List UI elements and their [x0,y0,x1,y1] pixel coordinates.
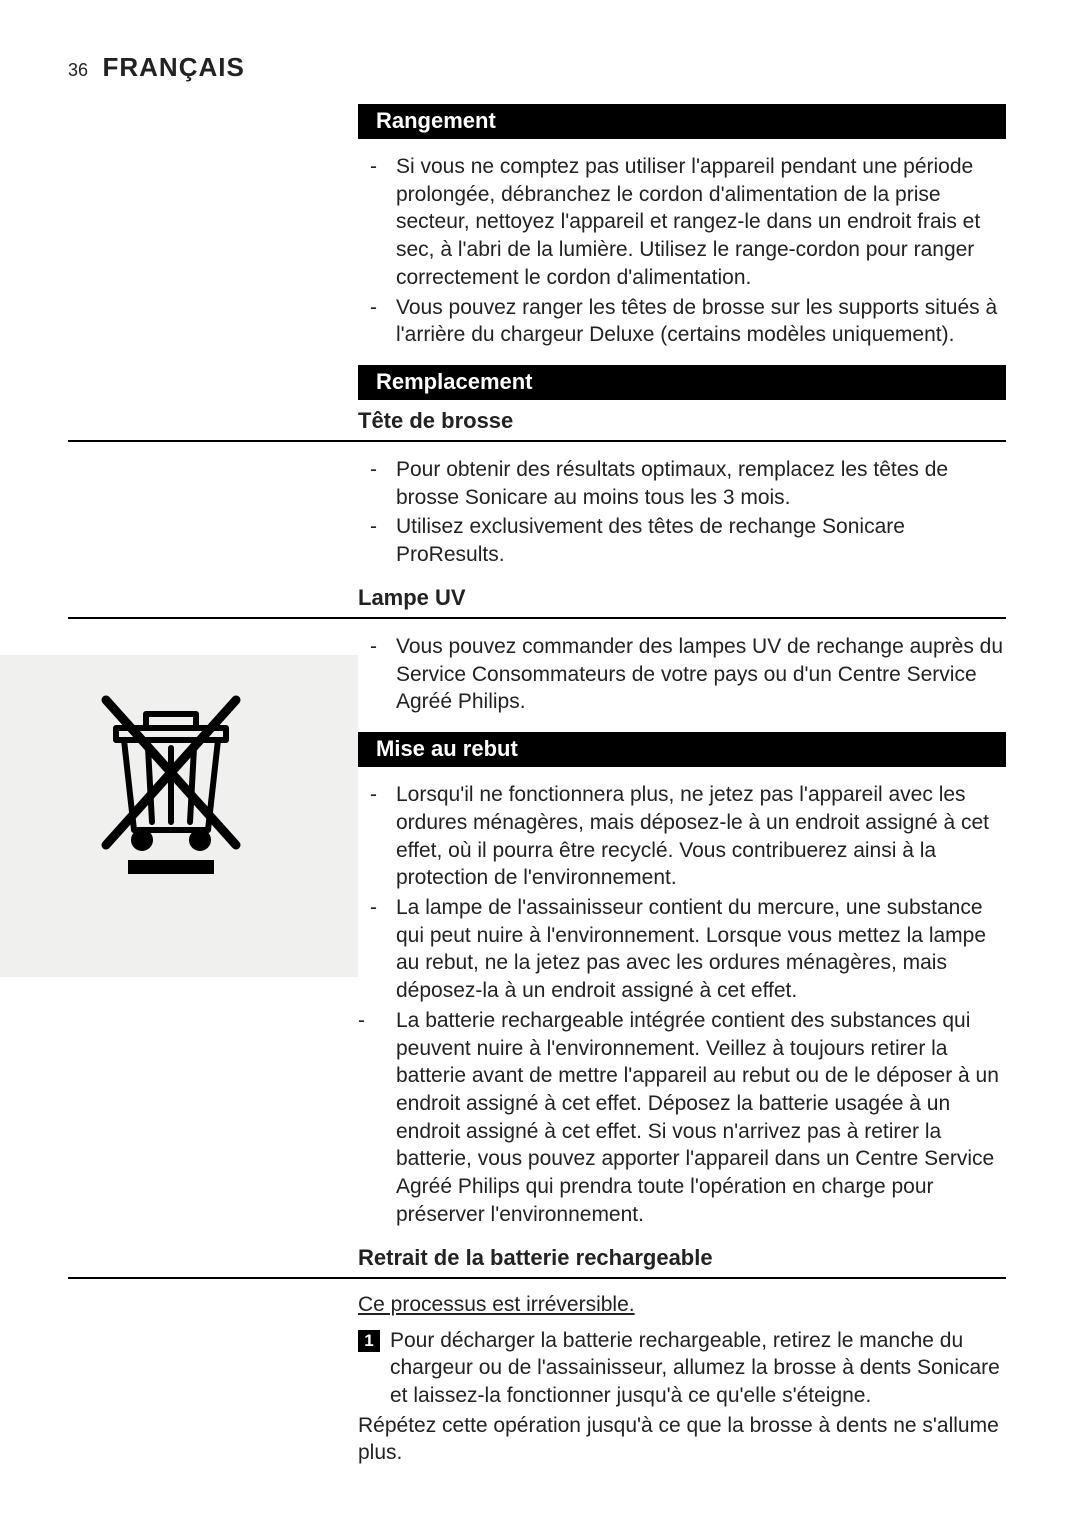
bullet-text: Pour obtenir des résultats optimaux, rem… [396,456,1006,511]
list-item: - La batterie rechargeable intégrée cont… [358,1007,1006,1229]
bullet-dash: - [358,1007,396,1229]
subhead-tete-de-brosse: Tête de brosse [358,400,1006,440]
bullet-text: Vous pouvez commander des lampes UV de r… [396,633,1006,716]
bullet-dash: - [358,456,396,511]
bullet-dash: - [358,633,396,716]
page-language: FRANÇAIS [102,52,244,83]
section-body-remplacement: Tête de brosse [358,400,1006,440]
bullet-text: Si vous ne comptez pas utiliser l'appare… [396,153,1006,292]
content-column: Rangement - Si vous ne comptez pas utili… [0,104,1080,1467]
list-item: - Si vous ne comptez pas utiliser l'appa… [358,153,1006,292]
bullet-text: Lorsqu'il ne fonctionnera plus, ne jetez… [396,781,1006,892]
step-number-badge: 1 [358,1330,380,1352]
bullet-dash: - [358,294,396,349]
bullet-dash: - [358,781,396,892]
bullet-text: La lampe de l'assainisseur contient du m… [396,894,1006,1005]
step-item: 1 Pour décharger la batterie rechargeabl… [358,1327,1006,1410]
section-bar-mise-au-rebut: Mise au rebut [358,732,1006,767]
bullet-dash: - [358,153,396,292]
section-body-rangement: - Si vous ne comptez pas utiliser l'appa… [358,139,1006,365]
section-body-rebut: - Lorsqu'il ne fonctionnera plus, ne jet… [358,767,1006,1277]
warning-irreversible: Ce processus est irréversible. [358,1293,1006,1317]
section-body-retrait: Ce processus est irréversible. 1 Pour dé… [358,1293,1006,1468]
bullet-dash: - [358,894,396,1005]
subhead-retrait-batterie: Retrait de la batterie rechargeable [358,1237,1006,1277]
page: 36 FRANÇAIS Rangement [0,0,1080,1532]
section-bar-remplacement: Remplacement [358,365,1006,400]
bullet-text: Vous pouvez ranger les têtes de brosse s… [396,294,1006,349]
rule [68,1277,1006,1279]
step-followup-text: Répétez cette opération jusqu'à ce que l… [358,1412,1006,1467]
list-item: - La lampe de l'assainisseur contient du… [358,894,1006,1005]
bullet-text: Utilisez exclusivement des têtes de rech… [396,513,1006,568]
list-item: - Vous pouvez commander des lampes UV de… [358,633,1006,716]
page-number: 36 [68,60,88,81]
bullet-dash: - [358,513,396,568]
step-text: Pour décharger la batterie rechargeable,… [390,1327,1006,1410]
bullet-text: La batterie rechargeable intégrée contie… [396,1007,1006,1229]
section-bar-rangement: Rangement [358,104,1006,139]
list-item: - Pour obtenir des résultats optimaux, r… [358,456,1006,511]
list-item: - Utilisez exclusivement des têtes de re… [358,513,1006,568]
list-item: - Lorsqu'il ne fonctionnera plus, ne jet… [358,781,1006,892]
section-body-tete: - Pour obtenir des résultats optimaux, r… [358,442,1006,617]
page-header: 36 FRANÇAIS [68,52,245,83]
list-item: - Vous pouvez ranger les têtes de brosse… [358,294,1006,349]
subhead-lampe-uv: Lampe UV [358,577,1006,617]
section-body-lampe: - Vous pouvez commander des lampes UV de… [358,619,1006,732]
